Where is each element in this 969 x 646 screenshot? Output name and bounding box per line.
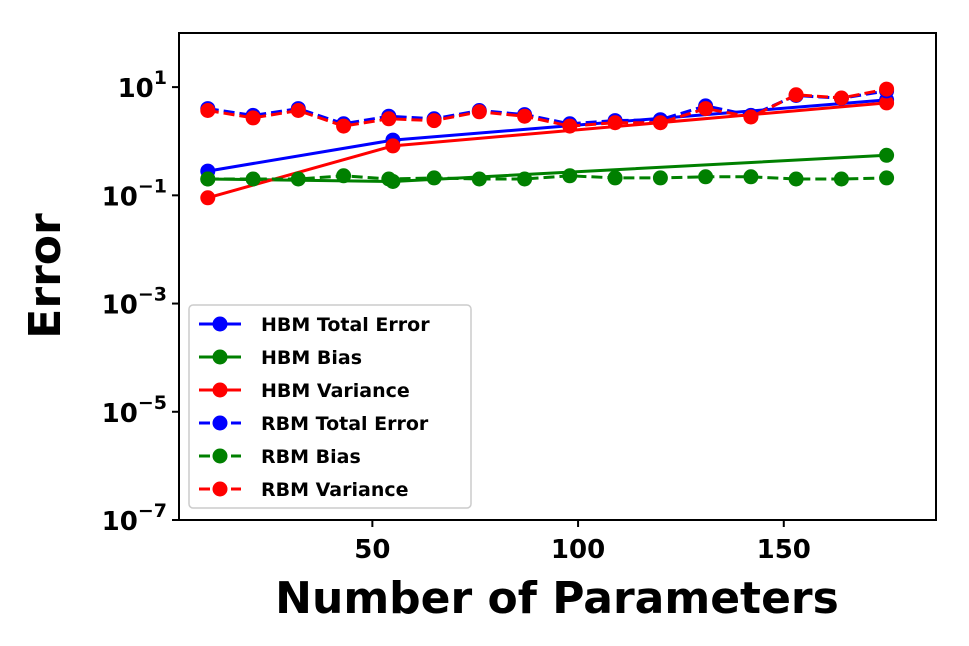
- data-point: [245, 171, 261, 187]
- y-axis-label: Error: [20, 213, 71, 339]
- data-point: [471, 104, 487, 120]
- x-tick-label: 50: [354, 535, 390, 565]
- legend-entry: RBM Total Error: [199, 413, 429, 435]
- legend-label: HBM Bias: [261, 347, 362, 369]
- y-tick-exponent: −3: [138, 284, 167, 306]
- legend-label: HBM Variance: [261, 380, 410, 402]
- y-tick-label: 10−3: [102, 284, 167, 321]
- plot-area: [200, 81, 895, 206]
- legend-entry: RBM Bias: [199, 446, 361, 468]
- x-axis-label: Number of Parameters: [275, 573, 839, 624]
- y-tick-base: 10: [102, 507, 138, 537]
- y-tick-exponent: −7: [138, 500, 167, 522]
- data-point: [471, 171, 487, 187]
- data-point: [517, 171, 533, 187]
- data-point: [200, 190, 216, 206]
- y-tick-label: 10−7: [102, 500, 167, 537]
- legend: HBM Total Error HBM Bias HBM Variance RBM T…: [188, 304, 472, 509]
- data-point: [879, 147, 895, 163]
- series-hbm-variance: [200, 95, 895, 206]
- x-tick-label: 100: [551, 535, 605, 565]
- y-tick-label: 101: [118, 67, 167, 104]
- data-point: [200, 171, 216, 187]
- legend-label: RBM Bias: [261, 446, 361, 468]
- data-point: [833, 171, 849, 187]
- data-point: [788, 171, 804, 187]
- legend-marker: [212, 448, 228, 464]
- data-point: [879, 95, 895, 111]
- series-line: [207, 174, 887, 181]
- legend-entry: RBM Variance: [199, 479, 409, 501]
- data-point: [562, 118, 578, 134]
- data-point: [652, 115, 668, 131]
- data-point: [336, 118, 352, 134]
- series-line: [207, 87, 887, 128]
- y-tick-base: 10: [102, 399, 138, 429]
- legend-entry: HBM Total Error: [199, 314, 430, 336]
- legend-marker: [212, 316, 228, 332]
- data-point: [517, 108, 533, 124]
- data-point: [245, 110, 261, 126]
- y-tick-label: 10−5: [102, 392, 167, 429]
- data-point: [336, 168, 352, 184]
- data-point: [607, 115, 623, 131]
- y-tick-base: 10: [102, 182, 138, 212]
- data-point: [743, 169, 759, 185]
- x-tick-label: 150: [757, 535, 811, 565]
- data-point: [698, 169, 714, 185]
- y-tick-base: 10: [118, 74, 154, 104]
- data-point: [607, 170, 623, 186]
- data-point: [833, 90, 849, 106]
- legend-entry: HBM Bias: [199, 347, 362, 369]
- legend-label: RBM Total Error: [261, 413, 429, 435]
- data-point: [879, 170, 895, 186]
- data-point: [788, 87, 804, 103]
- data-point: [290, 103, 306, 118]
- data-point: [426, 113, 442, 129]
- data-point: [381, 171, 397, 187]
- legend-marker: [212, 349, 228, 365]
- legend-entry: HBM Variance: [199, 380, 410, 402]
- legend-label: RBM Variance: [261, 479, 409, 501]
- data-point: [385, 138, 401, 154]
- data-point: [426, 170, 442, 186]
- y-tick-exponent: 1: [154, 67, 167, 89]
- data-point: [743, 109, 759, 125]
- y-tick-exponent: −1: [138, 175, 167, 197]
- data-point: [652, 170, 668, 186]
- data-point: [200, 103, 216, 118]
- legend-marker: [212, 382, 228, 398]
- series-rbm-variance: [200, 81, 895, 134]
- series-rbm-bias: [200, 168, 895, 187]
- data-point: [381, 111, 397, 127]
- legend-label: HBM Total Error: [261, 314, 430, 336]
- data-point: [562, 168, 578, 184]
- data-point: [698, 101, 714, 117]
- legend-marker: [212, 481, 228, 497]
- y-tick-label: 10−1: [102, 175, 167, 212]
- plot-frame: [178, 32, 937, 521]
- legend-box: [188, 304, 472, 509]
- y-tick-exponent: −5: [138, 392, 167, 414]
- data-point: [290, 171, 306, 187]
- data-point: [879, 81, 895, 97]
- y-tick-base: 10: [102, 291, 138, 321]
- legend-marker: [212, 415, 228, 431]
